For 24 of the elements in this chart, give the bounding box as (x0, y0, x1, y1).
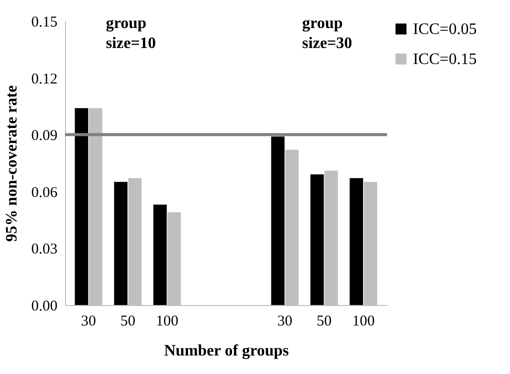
legend-label: ICC=0.15 (413, 51, 477, 68)
x-axis-title: Number of groups (164, 342, 289, 360)
x-tick-label: 50 (120, 314, 136, 330)
bar (350, 178, 364, 305)
bar (271, 136, 285, 305)
y-tick-label: 0.12 (31, 71, 58, 88)
x-tick-label: 100 (156, 314, 178, 330)
y-axis-title: 95% non-coverate rate (3, 85, 20, 242)
bar (310, 174, 324, 305)
y-tick-label: 0.06 (31, 184, 58, 201)
x-tick-label: 30 (81, 314, 96, 330)
y-tick-label: 0.09 (31, 128, 58, 144)
annotation: group size=10 (106, 15, 156, 52)
bar (153, 204, 167, 305)
bar (114, 182, 128, 305)
x-tick-label: 30 (277, 314, 292, 330)
y-tick-label: 0.15 (31, 14, 58, 30)
legend-label: ICC=0.05 (413, 21, 477, 38)
y-tick-label: 0.03 (31, 242, 58, 258)
annotation: group size=30 (302, 15, 352, 52)
y-tick-label: 0.00 (31, 298, 58, 314)
x-tick-label: 50 (316, 314, 332, 330)
x-tick-label: 100 (352, 314, 375, 330)
bar (74, 108, 88, 305)
